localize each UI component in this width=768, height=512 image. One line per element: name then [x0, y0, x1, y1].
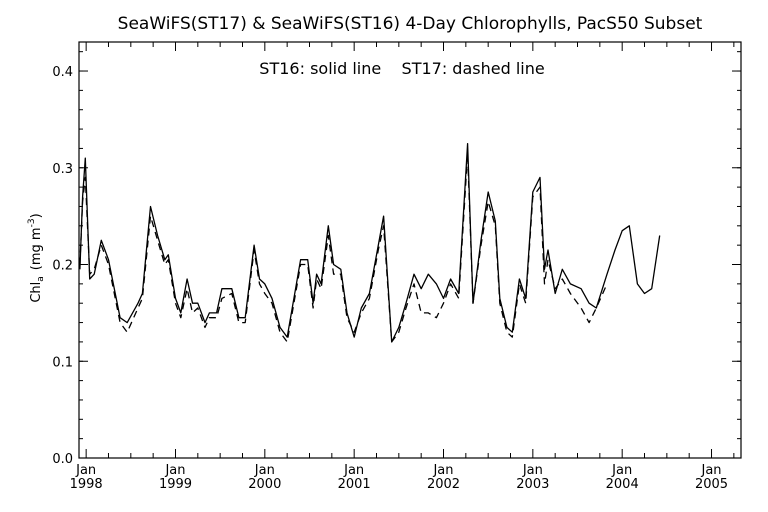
x-tick-year-label: 2003: [516, 477, 549, 492]
x-tick-year-label: 1999: [159, 477, 192, 492]
axes: [78, 41, 742, 459]
x-tick-year-label: 2005: [695, 477, 728, 492]
series-line-st17: [79, 152, 608, 343]
y-tick-label: 0.1: [52, 355, 73, 370]
y-axis-label-sub: a: [36, 276, 46, 282]
y-axis-label-unit: (mg m: [29, 227, 44, 270]
y-tick-label: 0.0: [52, 452, 73, 467]
x-tick-month-label: Jan: [254, 463, 275, 478]
x-tick-month-label: Jan: [522, 463, 543, 478]
x-tick-year-label: 2002: [427, 477, 460, 492]
chart-title: SeaWiFS(ST17) & SeaWiFS(ST16) 4-Day Chlo…: [118, 14, 703, 34]
ticks: 0.00.10.20.30.4Jan1998Jan1999Jan2000Jan2…: [52, 42, 741, 492]
y-axis-label-main: Chl: [29, 282, 44, 303]
y-axis-label: Chla (mg m-3): [27, 213, 46, 302]
x-tick-year-label: 2004: [606, 477, 639, 492]
x-tick-month-label: Jan: [343, 463, 364, 478]
plot-frame: [78, 41, 742, 459]
x-tick-month-label: Jan: [164, 463, 185, 478]
x-tick-year-label: 2001: [338, 477, 371, 492]
y-axis-label-sup: -3: [27, 218, 37, 227]
x-tick-month-label: Jan: [700, 463, 721, 478]
chart-annotation: ST16: solid line ST17: dashed line: [259, 59, 544, 78]
y-axis-label-close: ): [29, 213, 44, 218]
y-tick-label: 0.3: [52, 162, 73, 177]
y-tick-label: 0.4: [52, 65, 73, 80]
x-tick-year-label: 1998: [70, 477, 103, 492]
x-tick-month-label: Jan: [75, 463, 96, 478]
data-lines: [79, 142, 661, 343]
x-tick-year-label: 2000: [248, 477, 281, 492]
y-tick-label: 0.2: [52, 259, 73, 274]
x-tick-month-label: Jan: [611, 463, 632, 478]
series-line-st16: [79, 142, 661, 343]
x-tick-month-label: Jan: [432, 463, 453, 478]
